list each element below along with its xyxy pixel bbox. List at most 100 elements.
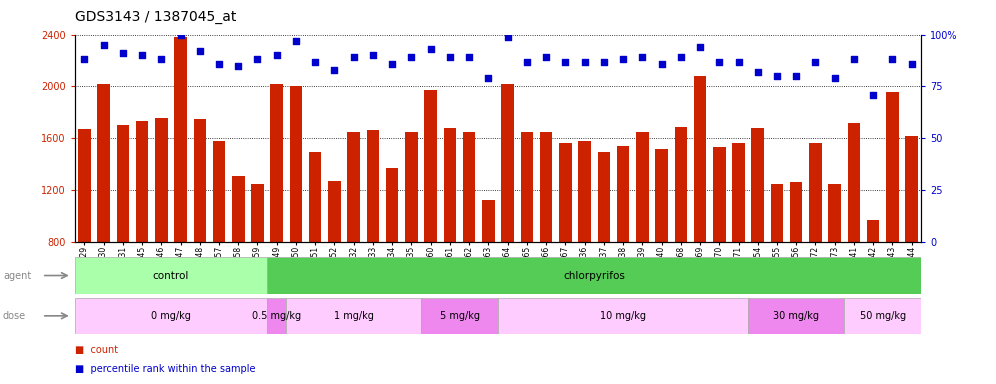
Bar [287, 298, 421, 334]
Text: 5 mg/kg: 5 mg/kg [439, 311, 479, 321]
Text: 10 mg/kg: 10 mg/kg [600, 311, 646, 321]
Text: GDS3143 / 1387045_at: GDS3143 / 1387045_at [75, 10, 236, 23]
Point [903, 61, 919, 67]
Bar [617, 146, 629, 346]
Bar [75, 298, 267, 334]
Bar [232, 176, 244, 346]
Text: control: control [152, 270, 189, 281]
Bar [421, 298, 498, 334]
Point [269, 52, 285, 58]
Point [711, 58, 727, 65]
Point [500, 33, 516, 40]
Bar [809, 144, 822, 346]
Bar [752, 128, 764, 346]
Bar [636, 132, 648, 346]
Point [480, 75, 496, 81]
Point [307, 58, 323, 65]
Bar [367, 131, 379, 346]
Point [596, 58, 612, 65]
Point [211, 61, 227, 67]
Point [172, 31, 188, 38]
Point [403, 54, 419, 60]
Bar [117, 125, 129, 346]
Point [730, 58, 746, 65]
Bar [193, 119, 206, 346]
Bar [598, 152, 611, 346]
Bar [790, 182, 803, 346]
Bar [424, 90, 437, 346]
Bar [267, 257, 921, 294]
Point [153, 56, 169, 63]
Text: agent: agent [3, 270, 31, 281]
Point [558, 58, 574, 65]
Bar [290, 86, 302, 346]
Point [846, 56, 862, 63]
Point [115, 50, 130, 56]
Point [365, 52, 380, 58]
Bar [78, 129, 91, 346]
Text: 50 mg/kg: 50 mg/kg [860, 311, 906, 321]
Bar [829, 184, 841, 346]
Bar [405, 132, 417, 346]
Bar [174, 37, 187, 346]
Bar [848, 123, 861, 346]
Point [538, 54, 554, 60]
Text: ■  percentile rank within the sample: ■ percentile rank within the sample [75, 364, 255, 374]
Bar [521, 132, 533, 346]
Bar [251, 184, 264, 346]
Bar [713, 147, 725, 346]
Bar [443, 128, 456, 346]
Bar [463, 132, 475, 346]
Bar [267, 298, 287, 334]
Bar [482, 200, 495, 346]
Point [250, 56, 266, 63]
Point [422, 46, 438, 52]
Point [866, 92, 881, 98]
Point [327, 67, 343, 73]
Bar [845, 298, 921, 334]
Bar [385, 168, 398, 346]
Point [134, 52, 150, 58]
Point [884, 56, 900, 63]
Bar [694, 76, 706, 346]
Point [96, 42, 112, 48]
Bar [329, 181, 341, 346]
Point [77, 56, 93, 63]
Text: 30 mg/kg: 30 mg/kg [773, 311, 820, 321]
Point [750, 69, 766, 75]
Bar [655, 149, 667, 346]
Text: ■  count: ■ count [75, 345, 118, 355]
Point [288, 38, 304, 44]
Bar [732, 144, 745, 346]
Text: dose: dose [3, 311, 26, 321]
Bar [135, 121, 148, 346]
Bar [498, 298, 748, 334]
Bar [748, 298, 845, 334]
Point [346, 54, 362, 60]
Bar [98, 84, 110, 346]
Bar [155, 118, 167, 346]
Point [769, 73, 785, 79]
Point [634, 54, 650, 60]
Point [519, 58, 535, 65]
Text: 1 mg/kg: 1 mg/kg [334, 311, 374, 321]
Bar [579, 141, 591, 346]
Point [384, 61, 400, 67]
Point [788, 73, 804, 79]
Point [577, 58, 593, 65]
Bar [213, 141, 225, 346]
Bar [501, 84, 514, 346]
Bar [348, 132, 360, 346]
Point [692, 44, 708, 50]
Point [653, 61, 669, 67]
Bar [75, 257, 267, 294]
Bar [886, 92, 898, 346]
Point [827, 75, 843, 81]
Point [616, 56, 631, 63]
Point [442, 54, 458, 60]
Bar [540, 132, 553, 346]
Bar [674, 127, 687, 346]
Text: chlorpyrifos: chlorpyrifos [564, 270, 625, 281]
Bar [867, 220, 879, 346]
Text: 0 mg/kg: 0 mg/kg [151, 311, 191, 321]
